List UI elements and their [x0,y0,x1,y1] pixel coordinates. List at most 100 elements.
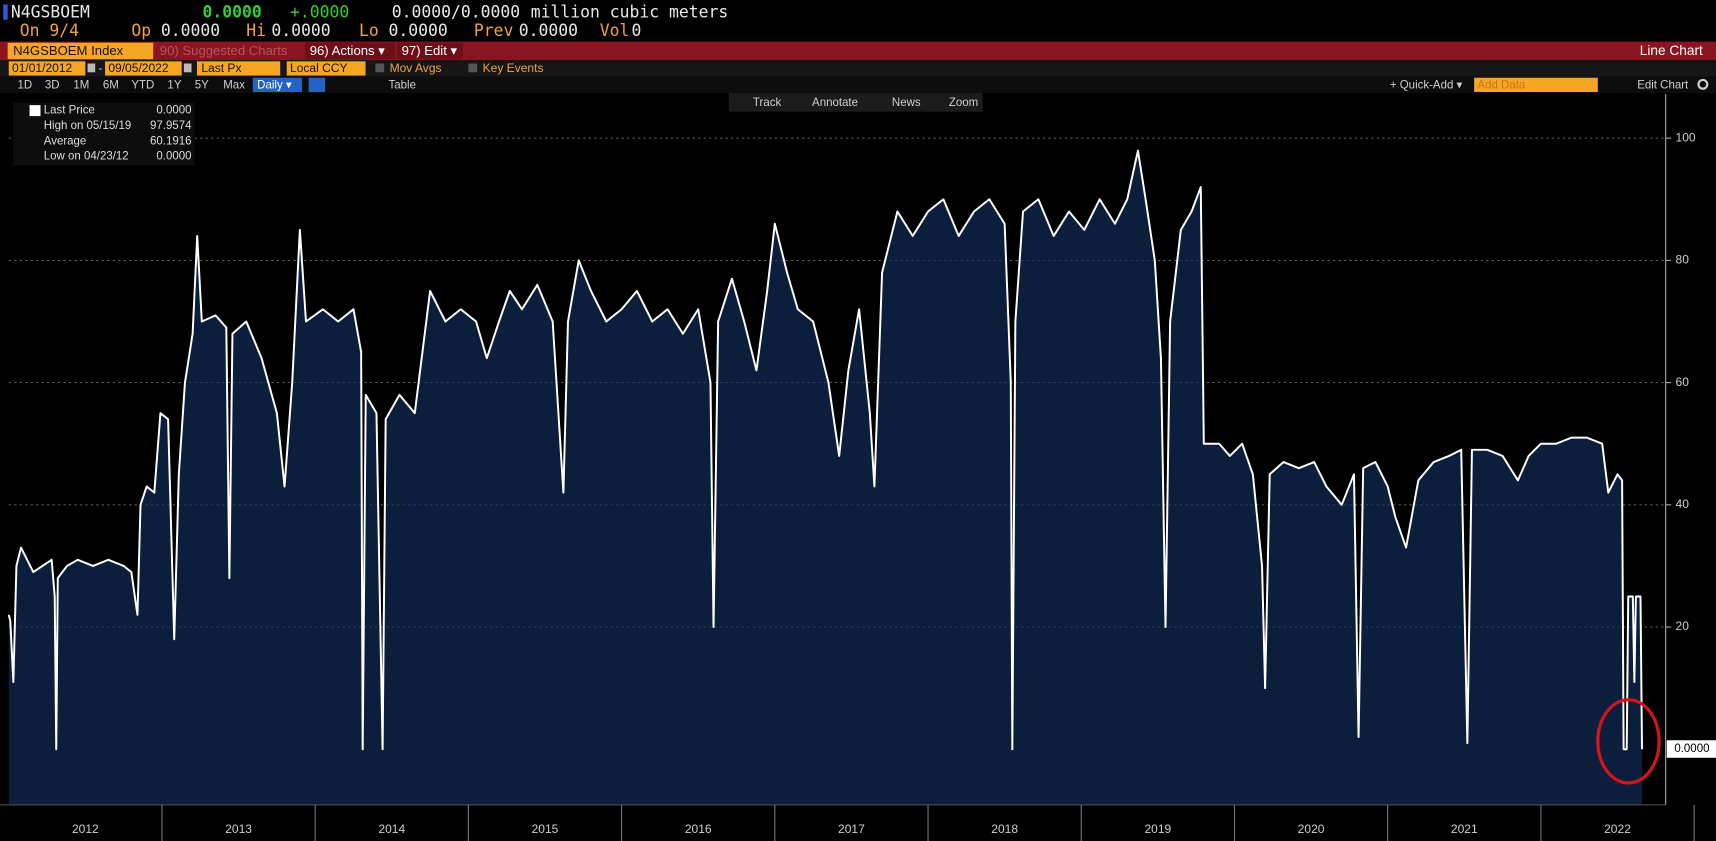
period-button[interactable]: 1D [18,79,33,91]
x-tick-label: 2021 [1451,822,1478,836]
actions-button[interactable] [305,42,396,60]
line-icon[interactable] [308,77,326,92]
y-tick-label: 100 [1676,130,1696,144]
ticker-marker [3,4,8,20]
period-button[interactable]: Max [223,79,245,91]
add-data[interactable]: Add Data [1477,79,1525,91]
quote-label: Hi [246,21,266,40]
chart-toolbar [728,93,983,112]
legend-value: 97.9574 [150,120,192,132]
legend-swatch [29,105,41,117]
edit-chart[interactable]: Edit Chart [1637,79,1689,91]
quote-label: Prev [474,21,514,40]
edit[interactable]: 97) Edit ▾ [402,43,458,58]
x-tick-label: 2019 [1144,822,1171,836]
currency-select[interactable] [286,61,366,76]
last-price-box [1666,740,1716,758]
date-dash: - [98,61,102,75]
y-tick-label: 40 [1676,497,1690,511]
date-input[interactable] [105,61,182,76]
date-input[interactable] [8,61,86,76]
legend-label: Low on 04/23/12 [44,151,129,163]
line [7,149,1644,751]
calendar-icon[interactable] [183,63,192,73]
end-date[interactable]: 09/05/2022 [108,61,169,75]
period-button[interactable]: YTD [131,79,154,91]
quote-value: 0.0000 [389,21,448,40]
period-button[interactable]: 6M [103,79,119,91]
field[interactable]: Last Px [201,61,241,75]
frequency[interactable]: Daily ▾ [257,79,292,91]
checkbox[interactable] [375,63,385,73]
quote-label: Op [131,21,151,40]
table-button[interactable]: Table [389,79,416,91]
period-bar [0,76,1716,94]
calendar-icon[interactable] [87,63,96,73]
period-button[interactable]: 1M [73,79,89,91]
settings-bar [0,60,1716,77]
quote-value: 0.0000 [519,21,578,40]
x-tick-label: 2020 [1298,822,1325,836]
checkbox[interactable] [468,63,478,73]
legend-value: 0.0000 [156,151,191,163]
actions[interactable]: 96) Actions ▾ [310,43,386,58]
x-tick-label: 2012 [72,822,99,836]
period-buttons: 1D 3D 1M 6M YTD 1Y 5Y Max [18,79,246,91]
date: On 9/4 [20,21,79,40]
highlight-circle [1596,698,1661,785]
tools: Track Annotate News Zoom [753,97,978,109]
ticker: N4GSBOEM [11,3,90,22]
x-tick-label: 2022 [1604,822,1631,836]
y-tick-label: 60 [1676,375,1690,389]
quote-value: 0 [631,21,641,40]
key-events[interactable]: Key Events [483,61,544,75]
mov-avgs[interactable]: Mov Avgs [390,61,442,75]
quick-add[interactable]: + Quick-Add ▾ [1390,79,1463,91]
legend [13,102,195,166]
security-box[interactable] [7,42,154,60]
legend-label: Last Price [44,105,95,117]
legend-entries: Last Price 0.0000 High on 05/15/19 97.9574 A… [29,105,192,163]
period-button[interactable]: 5Y [195,79,209,91]
frequency-button[interactable] [252,77,303,92]
tool-button[interactable]: News [892,97,921,109]
quote-value: 0.0000 [271,21,330,40]
legend-label: High on 05/15/19 [44,120,131,132]
x-tick-label: 2017 [838,822,865,836]
legend-label: Average [44,135,87,147]
add-data-input[interactable] [1474,77,1598,92]
suggested-charts[interactable]: 90) Suggested Charts [160,43,288,58]
x-tick-label: 2013 [225,822,252,836]
chart-kind: Line Chart [1640,43,1703,58]
legend-value: 60.1916 [150,135,192,147]
x-tick-label: 2016 [685,822,712,836]
last-price-marker: 0.0000 [1674,743,1709,755]
x-tick-label: 2018 [991,822,1018,836]
tool-button[interactable]: Track [753,97,782,109]
quote-label: Lo [359,21,379,40]
change: +.0000 [290,3,349,22]
y-tick-label: 80 [1676,253,1690,267]
quote-label: Vol [600,21,630,40]
x-tick-label: 2014 [378,822,405,836]
quote-value: 0.0000 [161,21,220,40]
period-button[interactable]: 3D [45,79,60,91]
settings-icon[interactable] [1697,78,1709,90]
x-tick-label: 2015 [532,822,559,836]
legend-value: 0.0000 [156,105,191,117]
tool-button[interactable]: Annotate [812,97,858,109]
period-button[interactable]: 1Y [167,79,181,91]
last-value: 0.0000 [202,3,261,22]
units: million cubic meters [531,3,729,22]
area [8,150,1643,805]
tool-button[interactable]: Zoom [949,97,978,109]
edit-button[interactable] [397,42,463,60]
start-date[interactable]: 01/01/2012 [12,61,73,75]
bid-ask: 0.0000/0.0000 [392,3,520,22]
plot: 20 40 60 80 100 2012 2013 2014 2015 2016 2017 2018 2… [0,94,1696,841]
security: N4GSBOEM Index [13,43,124,58]
field-select[interactable] [196,61,281,76]
y-tick-label: 20 [1676,619,1690,633]
currency[interactable]: Local CCY [290,61,347,75]
